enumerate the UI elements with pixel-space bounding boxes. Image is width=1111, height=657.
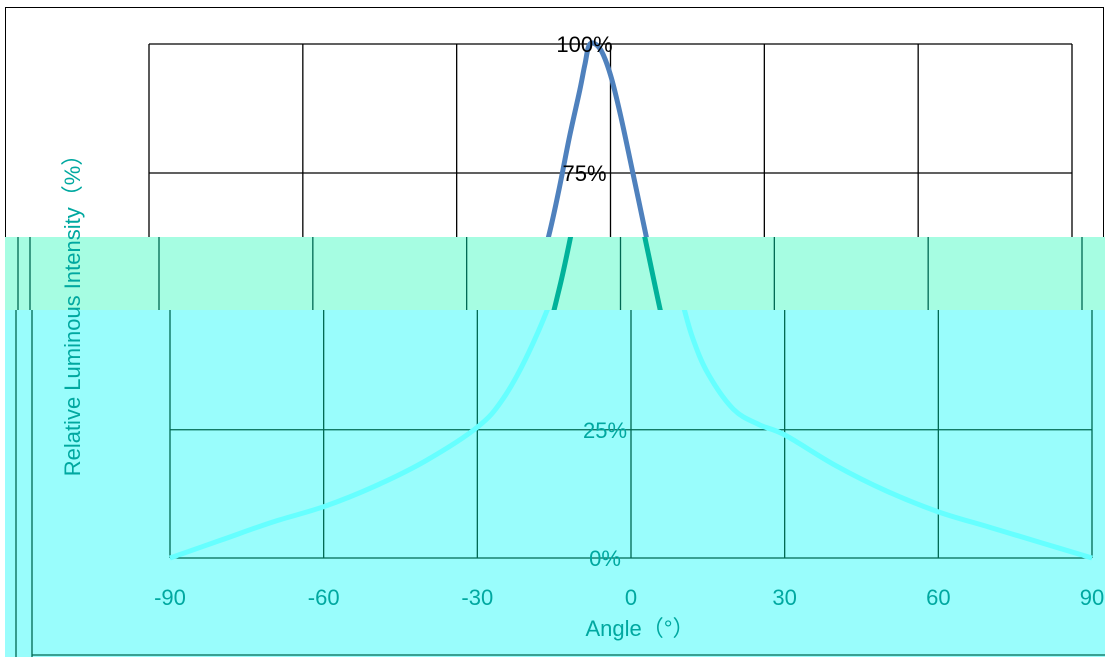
x-tick-label: -30 bbox=[461, 585, 493, 610]
x-tick-label: 60 bbox=[926, 585, 950, 610]
x-tick-label: 0 bbox=[625, 585, 637, 610]
y-tick-label: 0% bbox=[589, 546, 621, 571]
x-tick-label: 90 bbox=[1080, 585, 1104, 610]
overlay-band-lower bbox=[5, 310, 1105, 657]
y-tick-label: 100% bbox=[556, 32, 612, 57]
y-tick-label: 25% bbox=[583, 418, 627, 443]
x-tick-label: -60 bbox=[308, 585, 340, 610]
y-tick-label: 75% bbox=[562, 161, 606, 186]
y-tick-label: 50% bbox=[583, 290, 627, 315]
y-axis-label: Relative Luminous Intensity（%） bbox=[60, 144, 85, 477]
intensity-curve bbox=[169, 310, 1093, 561]
x-axis-label: Angle（°） bbox=[585, 616, 694, 641]
chart-shifted-layer-upper: 0%25%50%75%100% bbox=[17, 216, 1083, 310]
x-tick-label: 30 bbox=[772, 585, 796, 610]
y-tick-label: 75% bbox=[572, 216, 616, 241]
x-tick-label: -90 bbox=[154, 585, 186, 610]
